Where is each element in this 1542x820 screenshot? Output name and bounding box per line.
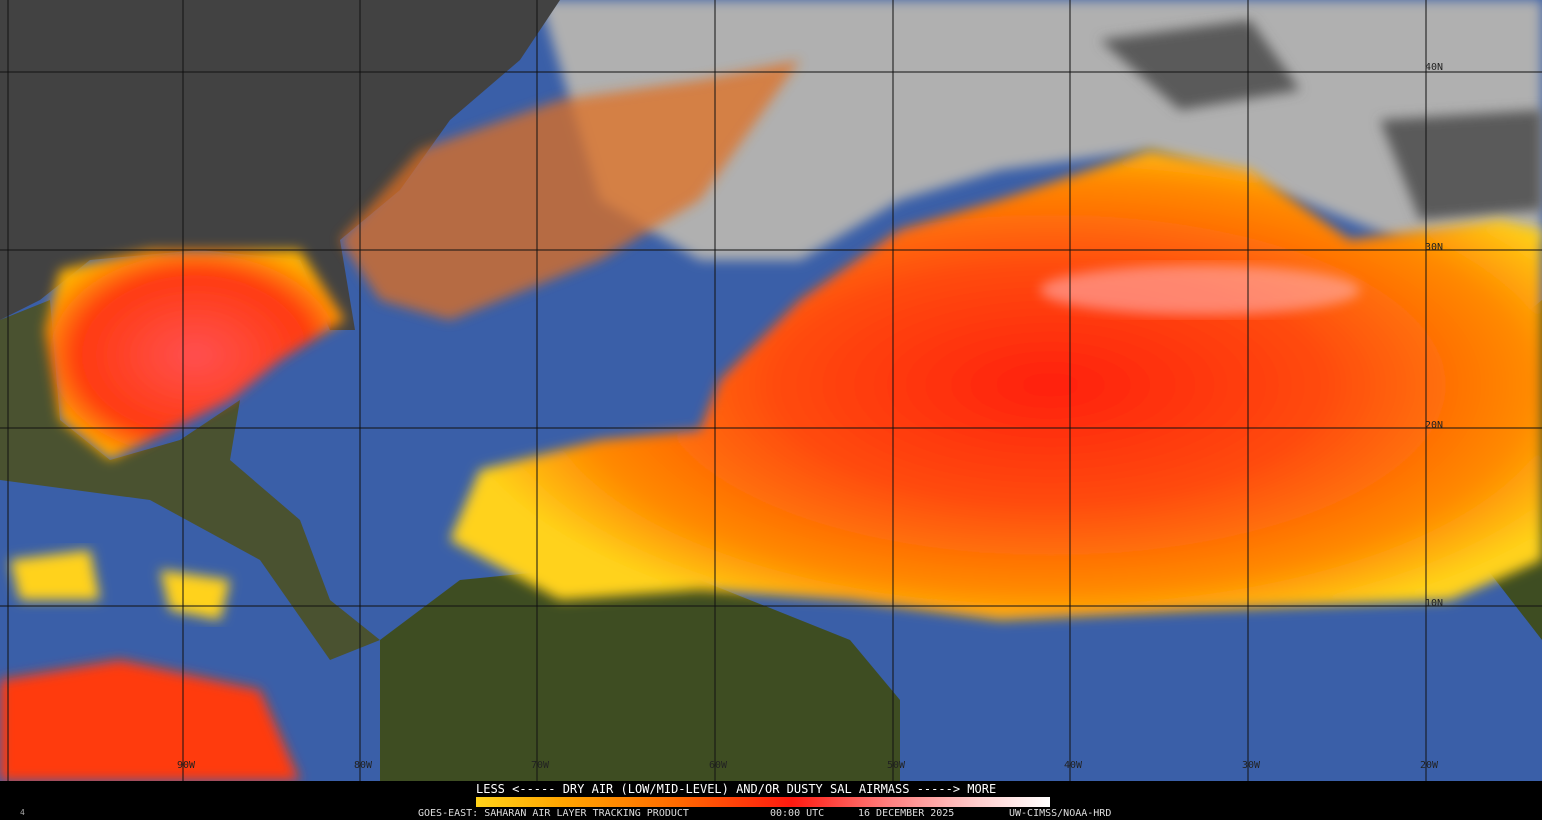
sal-plume-pacific xyxy=(0,660,300,781)
sal-plume-pacific-yellow xyxy=(10,550,230,620)
lat-label-10n: 10N xyxy=(1425,598,1444,609)
lat-label-40n: 40N xyxy=(1425,62,1444,73)
lon-label-40w: 40W xyxy=(1064,760,1083,771)
lon-label-60w: 60W xyxy=(709,760,728,771)
sal-plume-gulf xyxy=(45,250,345,460)
lon-label-80w: 80W xyxy=(354,760,373,771)
sal-streak-coastal xyxy=(340,60,800,320)
product-credit: UW-CIMSS/NOAA-HRD xyxy=(1009,808,1112,819)
cloud-dark-patches xyxy=(1100,20,1542,220)
lat-label-20n: 20N xyxy=(1425,420,1444,431)
corner-mark: 4 xyxy=(20,808,25,817)
land-north-america xyxy=(0,0,560,330)
product-date: 16 DECEMBER 2025 xyxy=(858,808,955,819)
lat-lon-grid xyxy=(0,0,1542,781)
land-south-america xyxy=(380,570,900,781)
lon-label-70w: 70W xyxy=(531,760,550,771)
legend-title: LESS <----- DRY AIR (LOW/MID-LEVEL) AND/… xyxy=(476,782,997,796)
lat-label-30n: 30N xyxy=(1425,242,1444,253)
land-mexico-central-america xyxy=(0,300,380,660)
legend-colorbar xyxy=(476,797,1050,807)
lon-label-50w: 50W xyxy=(887,760,906,771)
lon-label-20w: 20W xyxy=(1420,760,1439,771)
lon-label-90w: 90W xyxy=(177,760,196,771)
product-name: GOES-EAST: SAHARAN AIR LAYER TRACKING PR… xyxy=(418,808,689,819)
sal-max-patch xyxy=(1040,265,1360,315)
satellite-map xyxy=(0,0,1542,781)
lon-label-30w: 30W xyxy=(1242,760,1261,771)
product-time: 00:00 UTC xyxy=(770,808,825,819)
